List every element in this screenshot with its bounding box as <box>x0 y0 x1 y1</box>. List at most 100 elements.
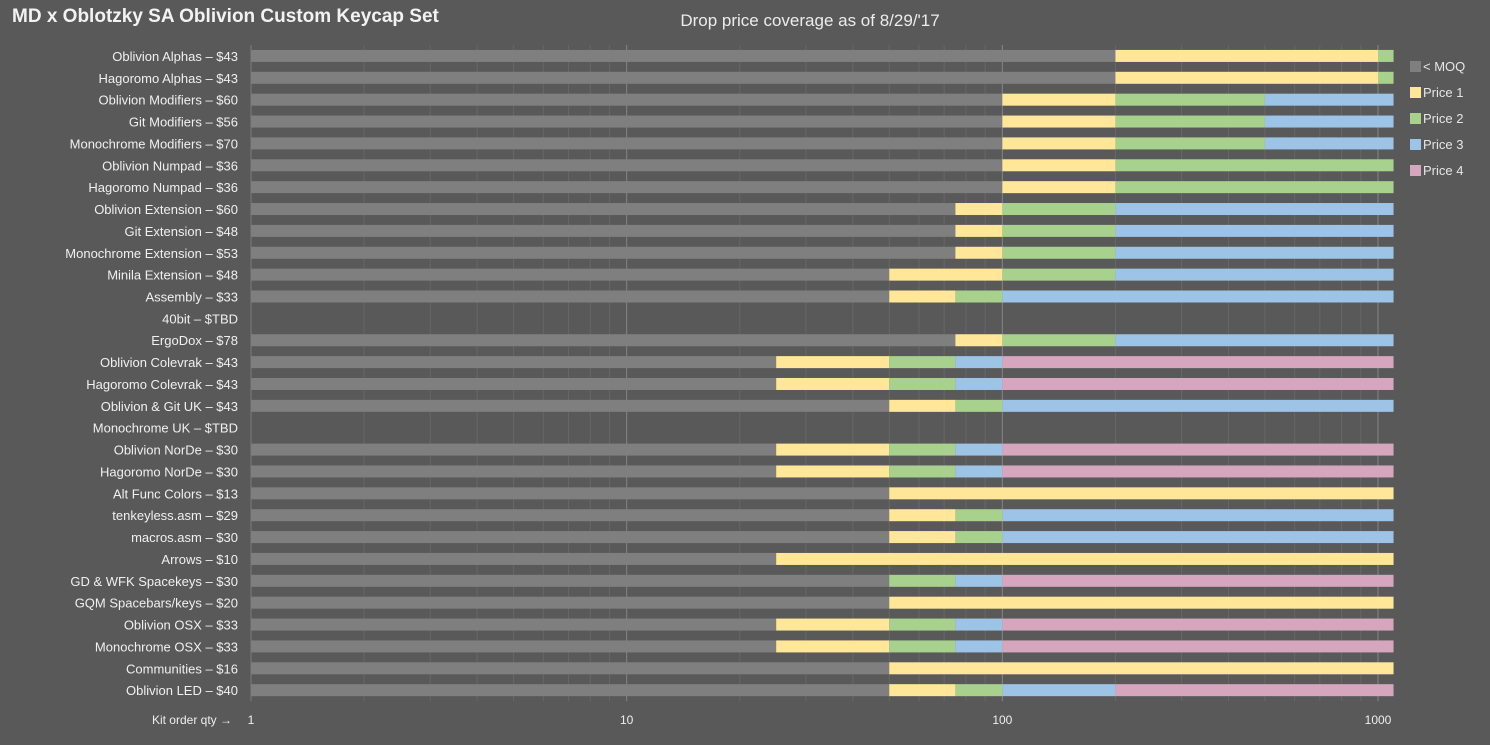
bar-segment-4 <box>955 356 1003 369</box>
bar-segment-1 <box>251 662 890 675</box>
bar-segment-3 <box>955 399 1003 412</box>
bar-segment-4 <box>955 640 1003 653</box>
category-label: Hagoromo NorDe – $30 <box>100 464 238 479</box>
bar-segment-4 <box>1002 290 1394 303</box>
bar-segment-3 <box>889 618 956 631</box>
bar-segment-1 <box>251 487 890 500</box>
legend-label: Price 4 <box>1423 162 1464 178</box>
bar-segment-3 <box>1378 71 1394 84</box>
bar-segment-4 <box>1002 399 1394 412</box>
bar-segment-4 <box>1264 137 1394 150</box>
bar-segment-4 <box>1115 224 1394 237</box>
bar-segment-2 <box>889 684 956 697</box>
x-tick-label: 100 <box>992 713 1012 727</box>
bar-segment-4 <box>955 618 1003 631</box>
legend-item: Price 3 <box>1410 131 1465 157</box>
category-label: Communities – $16 <box>126 661 238 676</box>
bar-segment-4 <box>1002 531 1394 544</box>
bar-segment-3 <box>889 356 956 369</box>
bar-segment-1 <box>251 290 890 303</box>
bar-segment-2 <box>889 596 1394 609</box>
category-label: Oblivion LED – $40 <box>126 683 238 698</box>
bar-segment-1 <box>251 137 1003 150</box>
bar-segment-2 <box>776 356 890 369</box>
bar-segment-2 <box>889 662 1394 675</box>
bar-segment-2 <box>955 224 1003 237</box>
category-label: Oblivion Extension – $60 <box>94 202 238 217</box>
bar-segment-3 <box>1115 115 1265 128</box>
bar-segment-3 <box>889 465 956 478</box>
bar-segment-1 <box>251 443 777 456</box>
bar-segment-2 <box>1002 181 1116 194</box>
bar-segment-1 <box>251 334 956 347</box>
bar-segment-1 <box>251 596 890 609</box>
bar-segment-1 <box>251 115 1003 128</box>
category-label: GQM Spacebars/keys – $20 <box>75 596 238 611</box>
bar-segment-1 <box>251 246 956 259</box>
category-label: Oblivion Colevrak – $43 <box>100 355 238 370</box>
bar-segment-3 <box>1115 137 1265 150</box>
bar-segment-1 <box>251 552 777 565</box>
category-label: Assembly – $33 <box>146 290 239 305</box>
bar-segment-4 <box>1264 93 1394 106</box>
bar-segment-5 <box>1002 443 1394 456</box>
bar-segment-4 <box>955 377 1003 390</box>
category-label: macros.asm – $30 <box>131 530 238 545</box>
category-label: Minila Extension – $48 <box>107 268 238 283</box>
bar-segment-1 <box>251 159 1003 172</box>
bar-segment-5 <box>1002 574 1394 587</box>
bar-segment-3 <box>955 509 1003 522</box>
bar-segment-2 <box>889 290 956 303</box>
legend: < MOQ Price 1 Price 2 Price 3 Price 4 <box>1410 53 1465 183</box>
bar-segment-2 <box>776 377 890 390</box>
legend-swatch <box>1410 86 1421 98</box>
bar-segment-1 <box>251 224 956 237</box>
bar-segment-1 <box>251 93 1003 106</box>
legend-label: Price 2 <box>1423 110 1464 126</box>
bar-segment-2 <box>889 487 1394 500</box>
bar-segment-1 <box>251 684 890 697</box>
bar-segment-3 <box>1002 203 1116 216</box>
category-label: Oblivion & Git UK – $43 <box>101 399 238 414</box>
bar-segment-2 <box>889 509 956 522</box>
bar-segment-1 <box>251 618 777 631</box>
bar-segment-3 <box>1002 334 1116 347</box>
legend-label: Price 1 <box>1423 84 1464 100</box>
category-label: GD & WFK Spacekeys – $30 <box>70 574 238 589</box>
category-label: Oblivion Alphas – $43 <box>112 49 238 64</box>
bar-segment-2 <box>889 268 1003 281</box>
bar-segment-4 <box>955 465 1003 478</box>
bar-segment-3 <box>889 377 956 390</box>
bar-segment-1 <box>251 356 777 369</box>
category-label: Monochrome Modifiers – $70 <box>70 136 238 151</box>
bar-segment-4 <box>955 574 1003 587</box>
bar-segment-5 <box>1002 640 1394 653</box>
category-label: Oblivion OSX – $33 <box>124 618 238 633</box>
category-label: Hagoromo Numpad – $36 <box>88 180 238 195</box>
bar-segment-2 <box>889 399 956 412</box>
x-tick-label: 1000 <box>1365 713 1392 727</box>
bar-segment-2 <box>1002 115 1116 128</box>
bar-segment-3 <box>1378 49 1394 62</box>
bar-segment-4 <box>1002 509 1394 522</box>
bar-segment-3 <box>1115 181 1394 194</box>
category-label: Git Extension – $48 <box>125 224 238 239</box>
x-tick-label: 10 <box>620 713 634 727</box>
bar-segment-2 <box>955 203 1003 216</box>
bar-segment-5 <box>1002 377 1394 390</box>
category-label: Arrows – $10 <box>161 552 238 567</box>
category-label: ErgoDox – $78 <box>151 333 238 348</box>
chart-title: Drop price coverage as of 8/29/'17 <box>680 11 940 30</box>
category-label: Oblivion NorDe – $30 <box>114 443 238 458</box>
bar-segment-4 <box>1115 334 1394 347</box>
category-label: Monochrome UK – $TBD <box>93 421 238 436</box>
legend-swatch <box>1410 164 1421 176</box>
bar-segment-2 <box>1002 137 1116 150</box>
category-label: 40bit – $TBD <box>162 311 238 326</box>
bar-segment-1 <box>251 640 777 653</box>
bar-segment-2 <box>955 246 1003 259</box>
category-label: Monochrome OSX – $33 <box>95 639 238 654</box>
bar-segment-1 <box>251 377 777 390</box>
bar-segment-4 <box>1002 684 1116 697</box>
